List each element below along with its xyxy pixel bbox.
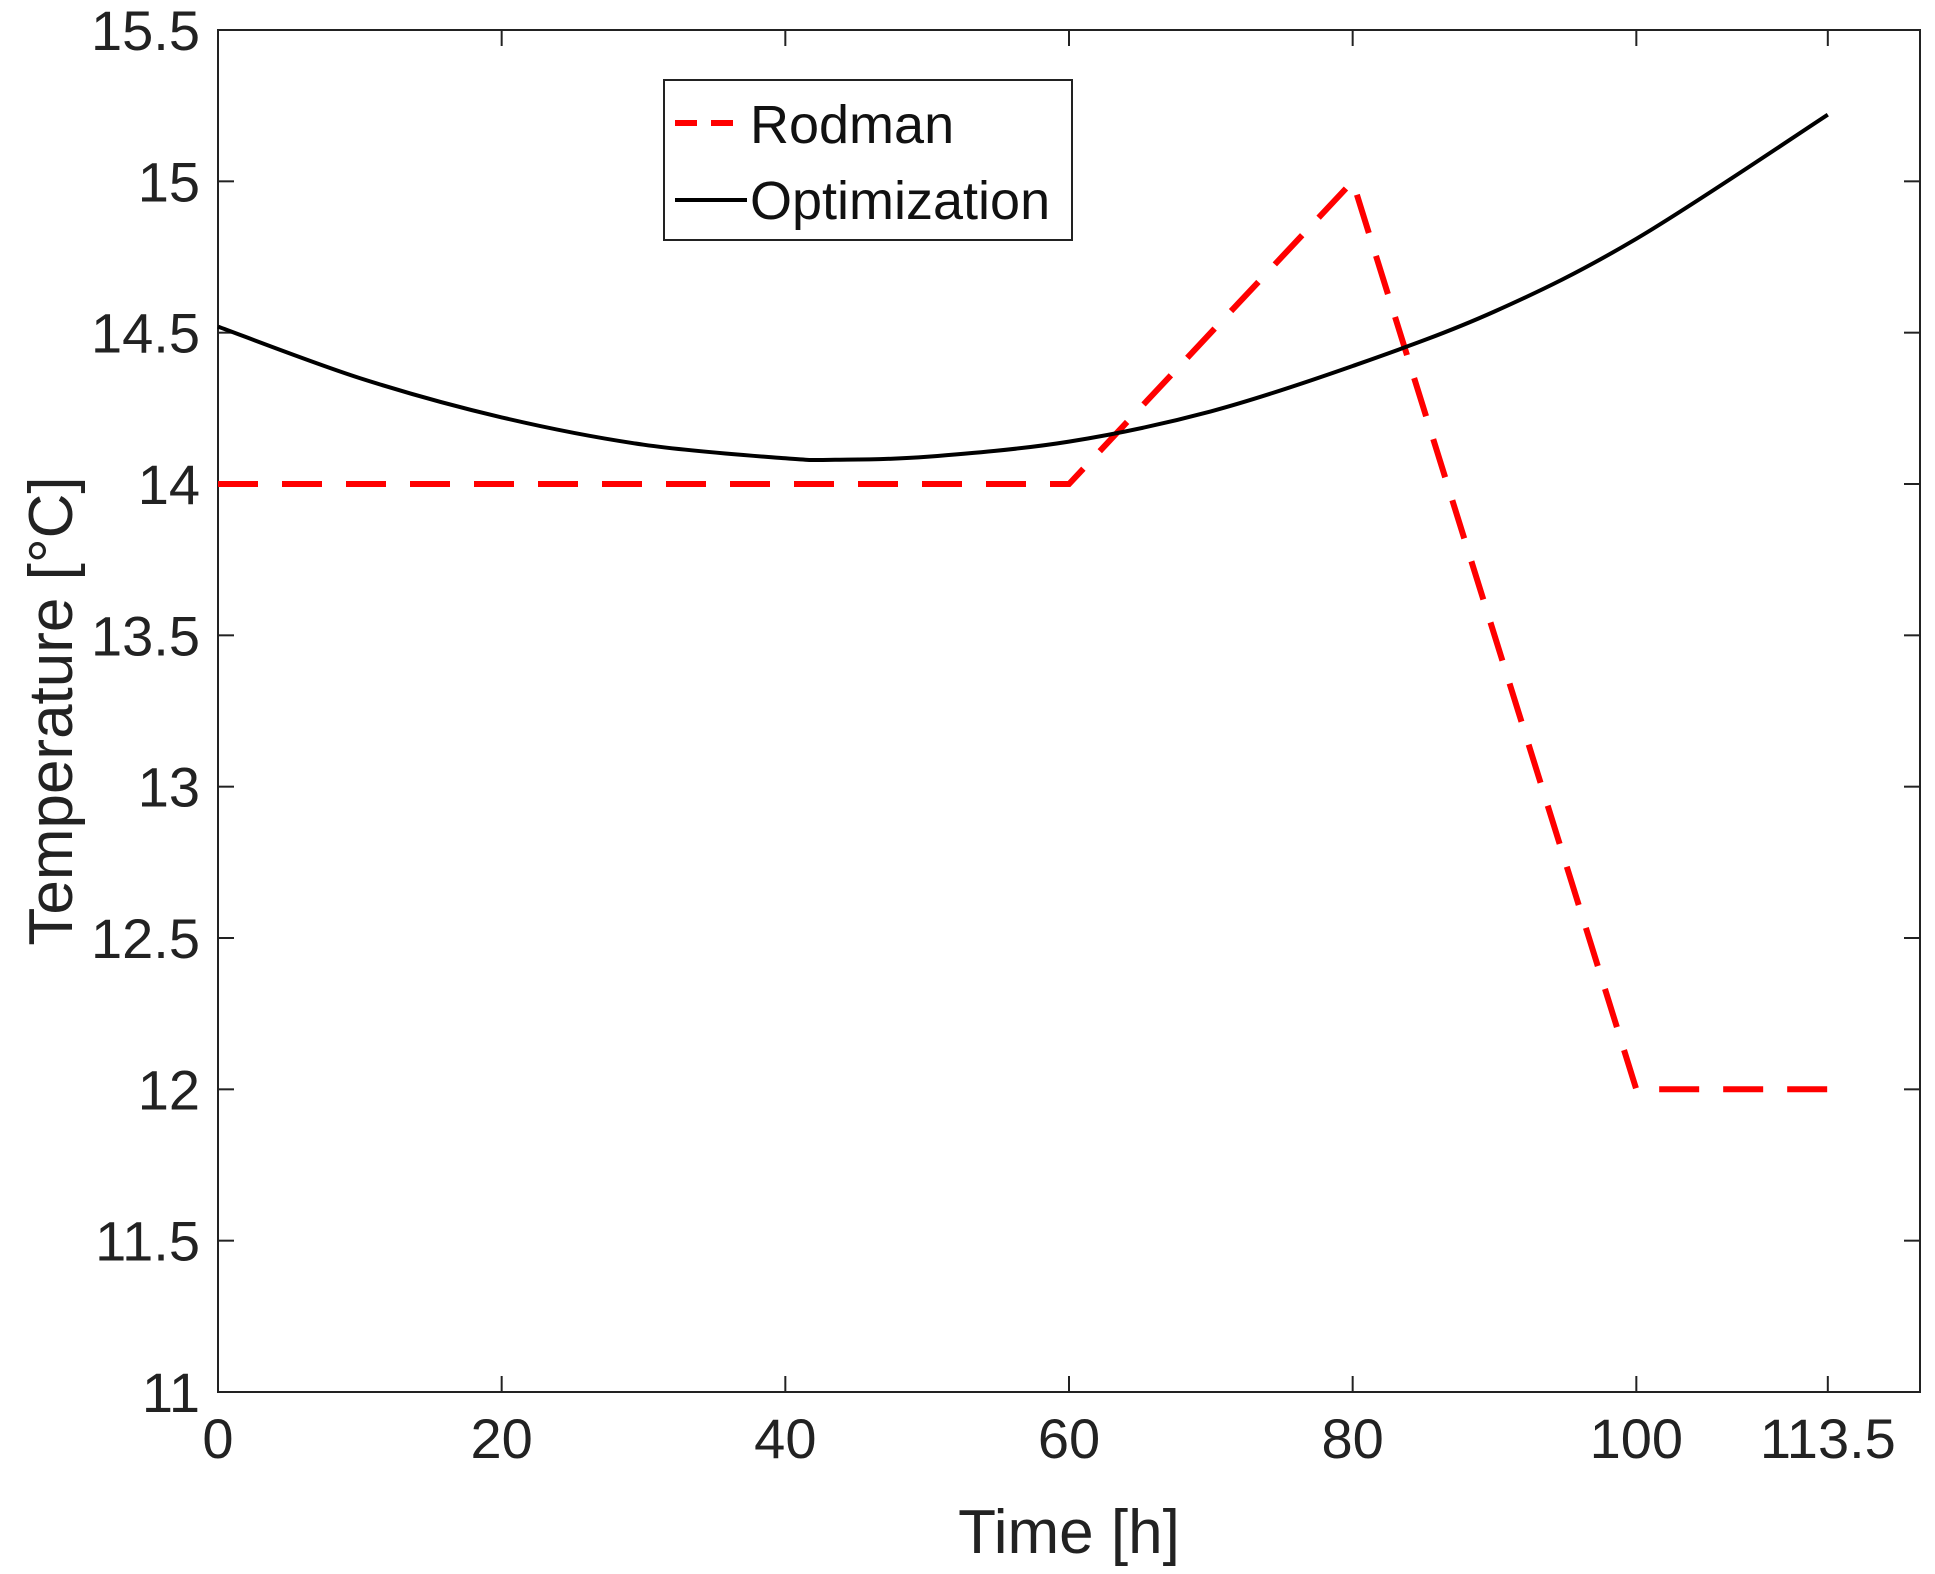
y-tick-label: 13.5 — [91, 604, 200, 667]
x-tick-label: 0 — [202, 1407, 233, 1470]
y-tick-label: 14.5 — [91, 302, 200, 365]
y-tick-label: 12.5 — [91, 907, 200, 970]
x-tick-label: 100 — [1590, 1407, 1683, 1470]
legend-label-rodman: Rodman — [750, 95, 954, 155]
y-tick-label: 11.5 — [95, 1210, 200, 1273]
y-tick-label: 12 — [138, 1058, 200, 1121]
y-tick-label: 14 — [138, 453, 200, 516]
y-tick-label: 15.5 — [91, 0, 200, 62]
x-tick-label: 60 — [1038, 1407, 1100, 1470]
legend: Rodman Optimization — [663, 79, 1073, 241]
plot-area — [217, 29, 1921, 1393]
legend-box — [663, 79, 1073, 241]
y-tick-label: 11 — [142, 1361, 200, 1424]
x-axis-ticks: 0 20 40 60 80 100 113.5 — [202, 30, 1896, 1470]
series-line-optimization — [217, 113, 1829, 463]
x-tick-label: 80 — [1322, 1407, 1384, 1470]
x-tick-label: 113.5 — [1760, 1407, 1896, 1470]
legend-label-optimization: Optimization — [750, 171, 1050, 231]
y-axis-ticks: 11 11.5 12 12.5 13 13.5 14 14.5 15 15.5 — [91, 0, 1920, 1424]
y-axis-title: Temperature [°C] — [17, 476, 86, 945]
x-tick-label: 40 — [754, 1407, 816, 1470]
x-axis-title: Time [h] — [958, 1498, 1180, 1567]
y-tick-label: 15 — [138, 150, 200, 213]
x-tick-label: 20 — [471, 1407, 533, 1470]
series-layer — [217, 113, 1829, 1093]
y-tick-label: 13 — [138, 756, 200, 819]
